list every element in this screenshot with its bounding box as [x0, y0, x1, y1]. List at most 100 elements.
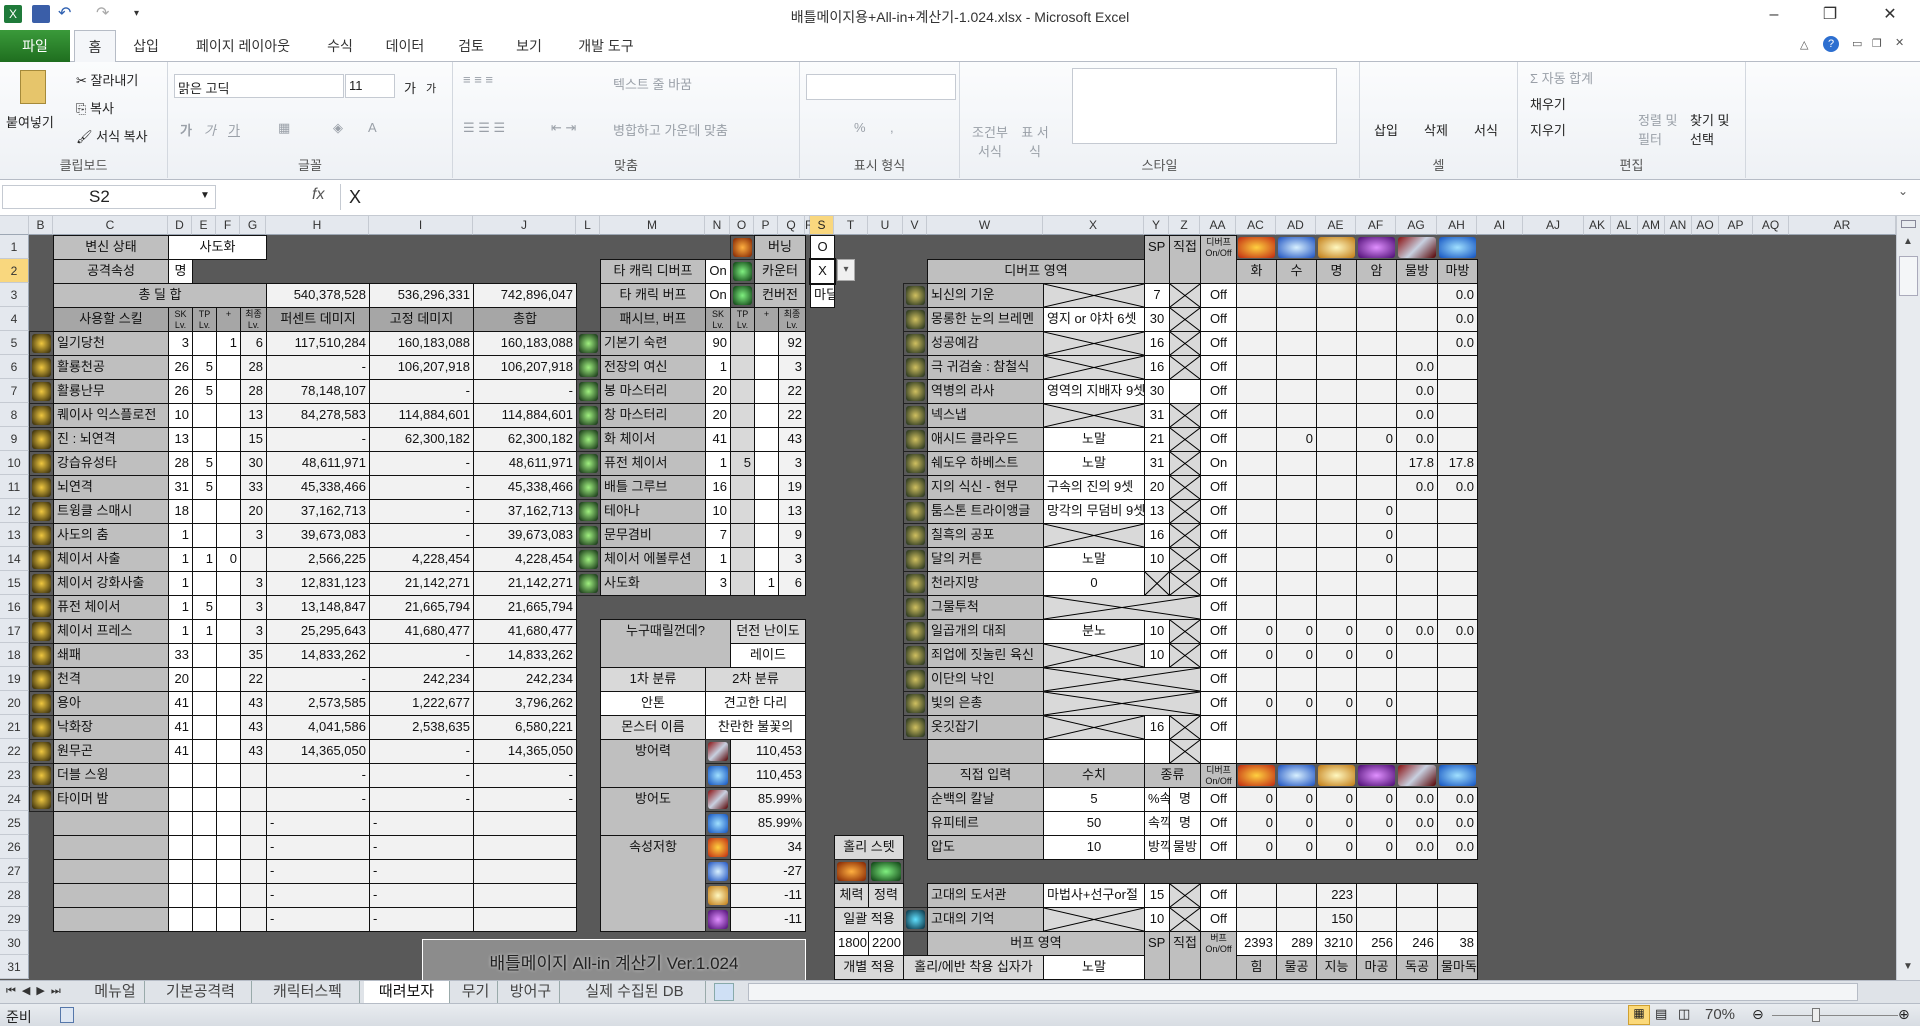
cell-f9[interactable] — [216, 427, 241, 452]
cell-x24[interactable]: 5 — [1043, 787, 1145, 812]
cell-x28[interactable]: 마법사+선구or절 — [1043, 883, 1145, 908]
cell-n14[interactable]: 1 — [705, 547, 731, 572]
column-header-d[interactable]: D — [168, 216, 192, 235]
cell-y28[interactable]: 15 — [1144, 883, 1170, 908]
cell-e26[interactable] — [192, 835, 217, 860]
cell-aa10[interactable]: On — [1200, 451, 1237, 476]
tab-view[interactable]: 보기 — [516, 38, 542, 54]
cell-w6[interactable]: 극 귀검술 : 참철식 — [927, 355, 1044, 380]
cell-j6[interactable]: 106,207,918 — [473, 355, 577, 380]
cell-i28[interactable]: - — [369, 883, 474, 908]
column-header-c[interactable]: C — [53, 216, 168, 235]
cell-h27[interactable]: - — [266, 859, 370, 884]
cell-j11[interactable]: 45,338,466 — [473, 475, 577, 500]
cell-j28[interactable] — [473, 883, 577, 908]
cell-ac18[interactable]: 0 — [1236, 643, 1277, 668]
save-icon[interactable] — [32, 5, 50, 23]
cell-o17[interactable]: 던전 난이도 — [730, 619, 806, 644]
cell-ac12[interactable] — [1236, 499, 1277, 524]
cell-i10[interactable]: - — [369, 451, 474, 476]
cell-j19[interactable]: 242,234 — [473, 667, 577, 692]
cell-h20[interactable]: 2,573,585 — [266, 691, 370, 716]
cell-ac28[interactable] — [1236, 883, 1277, 908]
cell-af31[interactable]: 마공 — [1356, 955, 1397, 980]
cell-c7[interactable]: 활룡난무 — [53, 379, 169, 404]
cell-d23[interactable] — [168, 763, 193, 788]
align-top-icon[interactable]: ≡ ≡ ≡ — [463, 72, 493, 87]
cell-o4[interactable]: TP Lv. — [730, 307, 755, 332]
row-header-18[interactable]: 18 — [0, 643, 29, 667]
row-header-8[interactable]: 8 — [0, 403, 29, 427]
cell-g25[interactable] — [240, 811, 267, 836]
cell-ah22[interactable] — [1437, 739, 1478, 764]
cell-z13[interactable] — [1169, 523, 1201, 548]
cell-g11[interactable]: 33 — [240, 475, 267, 500]
fill-button[interactable]: 채우기 — [1530, 97, 1566, 112]
cell-h5[interactable]: 117,510,284 — [266, 331, 370, 356]
cell-f4[interactable]: + — [216, 307, 241, 332]
cell-ac30[interactable]: 2393 — [1236, 931, 1277, 956]
cell-ac9[interactable] — [1236, 427, 1277, 452]
cell-aa20[interactable]: Off — [1200, 691, 1237, 716]
cell-m15[interactable]: 사도화 — [600, 571, 706, 596]
cell-x4[interactable]: 영지 or 야차 6셋 — [1043, 307, 1145, 332]
cell-n2[interactable]: On — [705, 259, 731, 284]
cell-y10[interactable]: 31 — [1144, 451, 1170, 476]
number-format-select[interactable] — [806, 74, 956, 100]
cell-x16[interactable] — [1043, 595, 1201, 620]
cell-m9[interactable]: 화 체이서 — [600, 427, 706, 452]
cell-j18[interactable]: 14,833,262 — [473, 643, 577, 668]
cell-f17[interactable] — [216, 619, 241, 644]
cell-p6[interactable] — [754, 355, 779, 380]
cell-ah5[interactable]: 0.0 — [1437, 331, 1478, 356]
cell-w26[interactable]: 압도 — [927, 835, 1044, 860]
column-header-ac[interactable]: AC — [1236, 216, 1276, 235]
row-header-16[interactable]: 16 — [0, 595, 29, 619]
row-header-14[interactable]: 14 — [0, 547, 29, 571]
cell-i4[interactable]: 고정 데미지 — [369, 307, 474, 332]
cell-ah31[interactable]: 물마독% — [1437, 955, 1478, 980]
cell-o26[interactable]: 34 — [730, 835, 806, 860]
cell-e8[interactable] — [192, 403, 217, 428]
cell-ad5[interactable] — [1276, 331, 1317, 356]
cell-ac29[interactable] — [1236, 907, 1277, 932]
cell-h21[interactable]: 4,041,586 — [266, 715, 370, 740]
cell-ah19[interactable] — [1437, 667, 1478, 692]
cell-y21[interactable]: 16 — [1144, 715, 1170, 740]
row-header-24[interactable]: 24 — [0, 787, 29, 811]
cell-q15[interactable]: 6 — [778, 571, 806, 596]
cell-o22[interactable]: 110,453 — [730, 739, 806, 764]
cell-o12[interactable] — [730, 499, 755, 524]
cell-c18[interactable]: 쇄패 — [53, 643, 169, 668]
cell-p11[interactable] — [754, 475, 779, 500]
cell-af26[interactable]: 0 — [1356, 835, 1397, 860]
cell-x7[interactable]: 영역의 지배자 9셋 — [1043, 379, 1145, 404]
cell-ag26[interactable]: 0.0 — [1396, 835, 1438, 860]
cell-ad16[interactable] — [1276, 595, 1317, 620]
cell-i23[interactable]: - — [369, 763, 474, 788]
cell-ah24[interactable]: 0.0 — [1437, 787, 1478, 812]
cell-ae13[interactable] — [1316, 523, 1357, 548]
cell-g27[interactable] — [240, 859, 267, 884]
cell-g16[interactable]: 3 — [240, 595, 267, 620]
cell-j10[interactable]: 48,611,971 — [473, 451, 577, 476]
column-header-aa[interactable]: AA — [1200, 216, 1236, 235]
cell-h25[interactable]: - — [266, 811, 370, 836]
cell-ae9[interactable] — [1316, 427, 1357, 452]
cell-ad29[interactable] — [1276, 907, 1317, 932]
cell-e4[interactable]: TP Lv. — [192, 307, 217, 332]
cell-q7[interactable]: 22 — [778, 379, 806, 404]
cell-x3[interactable] — [1043, 283, 1145, 308]
cell-af9[interactable]: 0 — [1356, 427, 1397, 452]
column-header-w[interactable]: W — [927, 216, 1043, 235]
cell-af7[interactable] — [1356, 379, 1397, 404]
cell-f27[interactable] — [216, 859, 241, 884]
cell-q10[interactable]: 3 — [778, 451, 806, 476]
column-header-ak[interactable]: AK — [1584, 216, 1611, 235]
cell-ac13[interactable] — [1236, 523, 1277, 548]
cell-h22[interactable]: 14,365,050 — [266, 739, 370, 764]
row-header-5[interactable]: 5 — [0, 331, 29, 355]
cell-ah4[interactable]: 0.0 — [1437, 307, 1478, 332]
cell-ae19[interactable] — [1316, 667, 1357, 692]
cell-g4[interactable]: 최종 Lv. — [240, 307, 267, 332]
